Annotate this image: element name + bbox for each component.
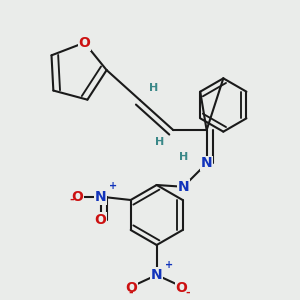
Text: N: N — [95, 190, 106, 204]
Text: N: N — [201, 156, 212, 170]
Text: -: - — [185, 288, 190, 298]
Text: +: + — [109, 181, 117, 191]
Text: N: N — [151, 268, 163, 282]
Text: H: H — [149, 83, 158, 93]
Text: O: O — [126, 281, 138, 295]
Text: O: O — [95, 213, 106, 227]
Text: H: H — [179, 152, 188, 162]
Text: -: - — [128, 288, 133, 298]
Text: -: - — [69, 195, 74, 205]
Text: O: O — [79, 36, 90, 50]
Text: H: H — [155, 137, 165, 147]
Text: O: O — [71, 190, 83, 204]
Text: +: + — [165, 260, 173, 270]
Text: N: N — [178, 180, 189, 194]
Text: O: O — [176, 281, 188, 295]
